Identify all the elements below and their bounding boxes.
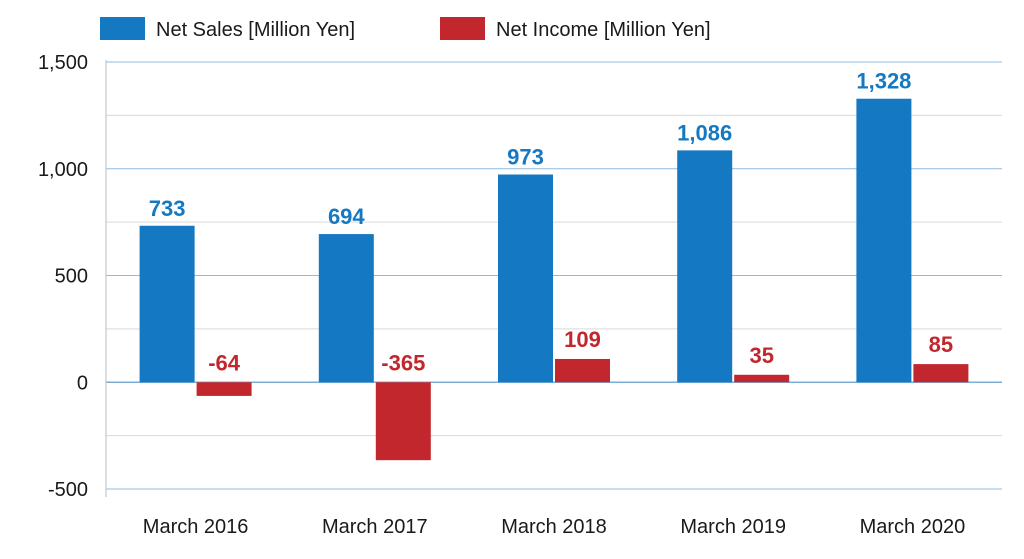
bars [139,98,969,461]
net-sales-legend-swatch [100,17,145,40]
net-sales-bar-2 [498,174,553,383]
net-income-bar-3 [734,374,790,383]
net-sales-bar-1 [318,234,374,383]
net-income-value-label-2: 109 [564,327,601,352]
y-tick-label: 1,500 [38,52,88,74]
x-category-label: March 2016 [143,516,249,538]
net-income-value-label-3: 35 [749,343,773,368]
net-sales-value-label-2: 973 [507,145,544,170]
x-axis-categories: March 2016 March 2017 March 2018 March 2019… [143,516,965,538]
net-income-bar-1 [375,382,431,461]
net-income-value-label-4: 85 [929,332,953,357]
legend: Net Sales [Million Yen] Net Income [Milli… [100,17,711,41]
grid-lines [106,61,1002,490]
net-income-bar-2 [555,358,610,383]
y-tick-label: 1,000 [38,159,88,181]
net-sales-legend-label: Net Sales [Million Yen] [156,19,355,41]
net-sales-value-label-3: 1,086 [677,120,732,145]
net-income-value-label-0: -64 [208,350,241,375]
x-category-label: March 2020 [860,516,966,538]
x-category-label: March 2018 [501,516,607,538]
net-sales-bar-3 [677,150,733,383]
net-sales-bar-4 [856,98,912,383]
y-axis-ticks: 1,500 1,000 500 0 -500 [38,52,88,501]
y-tick-label: 0 [77,372,88,394]
net-income-legend-swatch [440,17,485,40]
net-income-value-label-1: -365 [381,350,425,375]
net-income-bar-0 [196,382,252,396]
net-sales-bar-0 [139,225,195,383]
net-sales-value-label-0: 733 [149,196,186,221]
net-income-legend-label: Net Income [Million Yen] [496,19,711,41]
x-category-label: March 2017 [322,516,428,538]
x-category-label: March 2019 [680,516,786,538]
y-tick-label: -500 [48,479,88,501]
net-sales-value-label-4: 1,328 [856,69,911,94]
net-sales-value-label-1: 694 [328,204,365,229]
y-tick-label: 500 [55,266,88,288]
value-labels: 733 -64 694 -365 973 109 1,086 35 1,328 85 [149,69,953,376]
net-income-bar-4 [913,364,969,383]
